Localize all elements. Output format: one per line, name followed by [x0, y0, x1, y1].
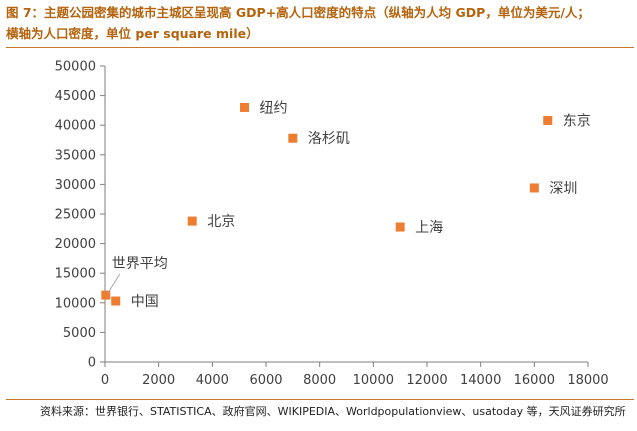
data-point [529, 183, 539, 193]
y-tick-label: 0 [88, 356, 96, 371]
x-tick-label: 2000 [142, 373, 175, 388]
x-tick-label: 10000 [353, 373, 394, 388]
x-tick-label: 12000 [406, 373, 447, 388]
data-point [101, 290, 111, 300]
y-tick-label: 20000 [55, 237, 96, 252]
x-tick-label: 14000 [460, 373, 501, 388]
y-tick-label: 50000 [55, 60, 96, 75]
data-point [395, 222, 405, 232]
top-rule [6, 47, 634, 48]
x-tick-label: 0 [101, 373, 109, 388]
y-tick-label: 35000 [55, 148, 96, 163]
data-label: 洛杉矶 [308, 131, 350, 147]
data-label: 世界平均 [112, 256, 168, 272]
data-label: 东京 [563, 113, 591, 129]
y-tick-label: 15000 [55, 267, 96, 282]
data-point [240, 102, 250, 112]
x-tick-label: 8000 [303, 373, 336, 388]
data-point [111, 296, 121, 306]
figure-title-line-1: 图 7：主题公园密集的城市主城区呈现高 GDP+高人口密度的特点（纵轴为人均 G… [6, 5, 590, 20]
figure-title-line-2: 横轴为人口密度，单位 per square mile） [6, 26, 259, 41]
data-label: 北京 [207, 214, 235, 230]
x-tick-label: 4000 [196, 373, 229, 388]
data-label: 深圳 [549, 181, 577, 197]
data-label: 纽约 [260, 100, 288, 116]
figure-title: 图 7：主题公园密集的城市主城区呈现高 GDP+高人口密度的特点（纵轴为人均 G… [6, 2, 634, 44]
data-point [543, 115, 553, 125]
data-point [288, 133, 298, 143]
x-tick-label: 16000 [514, 373, 555, 388]
y-tick-label: 25000 [55, 208, 96, 223]
y-tick-label: 45000 [55, 89, 96, 104]
y-tick-label: 10000 [55, 296, 96, 311]
callout-leader-line [107, 273, 121, 294]
source-note: 资料来源：世界银行、STATISTICA、政府官网、WIKIPEDIA、Worl… [40, 405, 626, 418]
data-point [187, 216, 197, 226]
y-tick-label: 30000 [55, 178, 96, 193]
y-tick-label: 5000 [63, 326, 96, 341]
data-label: 上海 [415, 220, 443, 236]
chart-axes: 0500010000150002000025000300003500040000… [55, 60, 609, 389]
bottom-rule [6, 399, 634, 400]
x-tick-label: 6000 [249, 373, 282, 388]
data-label: 中国 [131, 294, 159, 310]
y-tick-label: 40000 [55, 119, 96, 134]
x-tick-label: 18000 [567, 373, 608, 388]
